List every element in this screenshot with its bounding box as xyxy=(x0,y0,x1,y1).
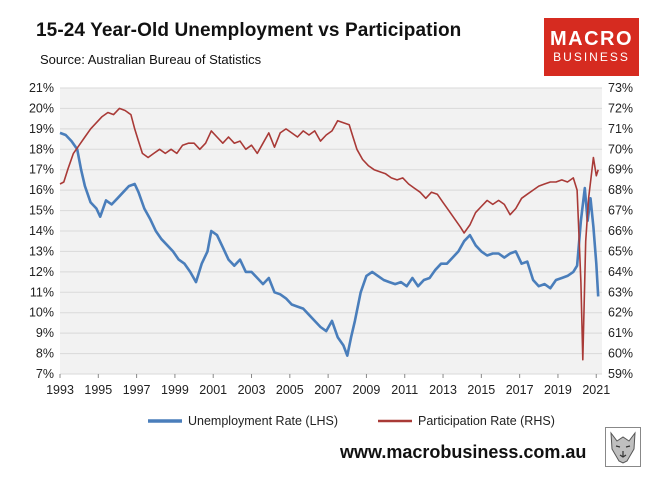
x-tick-label: 1995 xyxy=(84,383,112,397)
y-left-tick-label: 19% xyxy=(29,122,54,136)
y-right-tick-label: 68% xyxy=(608,183,633,197)
legend-unemployment-label: Unemployment Rate (LHS) xyxy=(188,414,338,428)
website-url: www.macrobusiness.com.au xyxy=(340,442,587,462)
y-left-tick-label: 15% xyxy=(29,204,54,218)
y-right-tick-label: 73% xyxy=(608,81,633,95)
y-right-tick-label: 70% xyxy=(608,142,633,156)
y-right-tick-label: 61% xyxy=(608,326,633,340)
y-left-tick-label: 7% xyxy=(36,367,54,381)
unemployment-rate-line xyxy=(59,131,600,357)
y-right-tick-label: 72% xyxy=(608,101,633,115)
legend-participation-label: Participation Rate (RHS) xyxy=(418,414,555,428)
y-right-tick-label: 63% xyxy=(608,285,633,299)
x-tick-label: 2001 xyxy=(199,383,227,397)
x-tick-label: 1997 xyxy=(123,383,151,397)
y-left-tick-label: 16% xyxy=(29,183,54,197)
y-left-tick-label: 17% xyxy=(29,163,54,177)
y-left-tick-label: 8% xyxy=(36,347,54,361)
x-tick-label: 2021 xyxy=(582,383,610,397)
y-right-tick-label: 64% xyxy=(608,265,633,279)
x-tick-label: 2011 xyxy=(391,383,418,397)
y-left-tick-label: 20% xyxy=(29,101,54,115)
y-left-tick-label: 12% xyxy=(29,265,54,279)
y-left-tick-label: 21% xyxy=(29,81,54,95)
x-tick-label: 2003 xyxy=(238,383,266,397)
x-tick-label: 2019 xyxy=(544,383,572,397)
x-tick-label: 1999 xyxy=(161,383,189,397)
y-left-tick-label: 13% xyxy=(29,244,54,258)
y-right-tick-label: 59% xyxy=(608,367,633,381)
x-tick-label: 2013 xyxy=(429,383,457,397)
y-right-tick-label: 67% xyxy=(608,204,633,218)
logo-line-1: MACRO xyxy=(549,28,634,50)
y-right-tick-label: 66% xyxy=(608,224,633,238)
y-left-tick-label: 14% xyxy=(29,224,54,238)
y-left-tick-label: 10% xyxy=(29,306,54,320)
y-left-tick-label: 18% xyxy=(29,142,54,156)
line-chart: 7% 8% 9% 10% 11% 12% 13% 14% 15% 16% 17% 18% 19% 20% 2… xyxy=(29,81,633,428)
macrobusiness-logo: MACRO BUSINESS xyxy=(544,18,639,76)
y-right-tick-label: 60% xyxy=(608,347,633,361)
y-right-tick-label: 65% xyxy=(608,244,633,258)
x-tick-label: 2015 xyxy=(467,383,495,397)
y-right-tick-label: 69% xyxy=(608,163,633,177)
x-tick-label: 2007 xyxy=(314,383,342,397)
y-left-tick-label: 9% xyxy=(36,326,54,340)
wolf-logo-icon xyxy=(605,427,641,467)
chart-subtitle: Source: Australian Bureau of Statistics xyxy=(40,52,262,67)
y-left-tick-label: 11% xyxy=(30,285,54,299)
participation-rate-line xyxy=(59,107,599,361)
x-tick-label: 2017 xyxy=(506,383,534,397)
chart-title: 15-24 Year-Old Unemployment vs Participa… xyxy=(36,20,462,41)
x-tick-label: 2005 xyxy=(276,383,304,397)
y-right-tick-label: 71% xyxy=(608,122,633,136)
x-tick-label: 1993 xyxy=(46,383,74,397)
logo-line-2: BUSINESS xyxy=(553,50,630,64)
y-right-tick-label: 62% xyxy=(608,306,633,320)
x-tick-label: 2009 xyxy=(353,383,381,397)
